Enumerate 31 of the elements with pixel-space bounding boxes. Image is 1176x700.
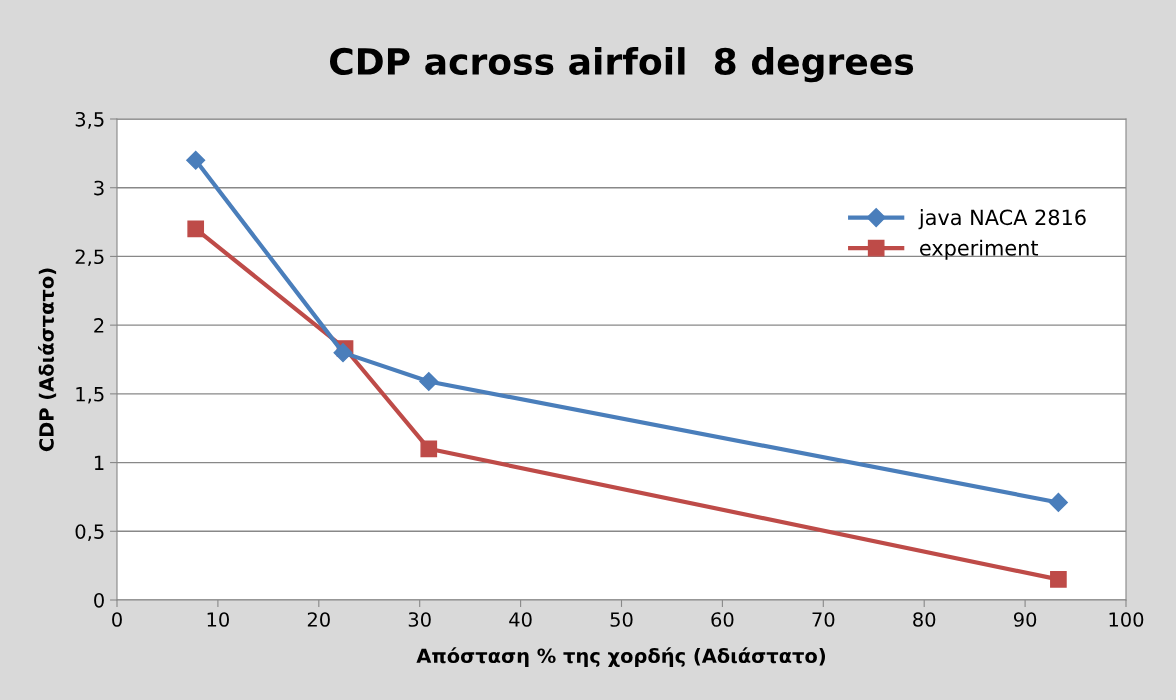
x-axis-title: Απόσταση % της χορδής (Αδιάστατο): [416, 647, 826, 667]
x-tick-label: 90: [1013, 612, 1037, 627]
y-tick-label: 1,5: [76, 387, 104, 404]
x-tick-label: 50: [610, 612, 633, 627]
legend-label: experiment: [920, 239, 1039, 260]
y-tick-label: 3,5: [75, 111, 104, 129]
x-tick-label: 20: [307, 612, 330, 627]
y-tick-label: 2: [94, 318, 104, 333]
y-tick-label: 0: [94, 592, 104, 608]
point: [333, 343, 353, 363]
y-tick-label: 0,5: [75, 524, 104, 541]
point: [1050, 571, 1067, 588]
point: [187, 220, 205, 238]
y-tick-label: 2,5: [75, 249, 104, 267]
x-tick-label: 40: [509, 612, 532, 627]
y-axis-title: CDP (Αδιάστατο): [38, 268, 57, 452]
x-tick-label: 0: [112, 612, 122, 627]
point: [419, 371, 439, 392]
point: [420, 440, 438, 458]
point: [186, 150, 206, 170]
point: [1048, 492, 1068, 512]
x-tick-label: 30: [408, 612, 431, 627]
y-tick-label: 1: [94, 455, 104, 470]
y-tick-label: 3: [94, 180, 104, 196]
x-tick-label: 60: [711, 612, 734, 627]
legend-label: java NACA 2816: [918, 209, 1086, 230]
x-tick-label: 80: [913, 612, 936, 627]
x-tick-label: 10: [207, 612, 229, 627]
x-tick-label: 100: [1109, 612, 1144, 627]
x-tick-label: 70: [812, 612, 835, 627]
chart-title: CDP across airfoil 8 degrees: [329, 47, 914, 83]
